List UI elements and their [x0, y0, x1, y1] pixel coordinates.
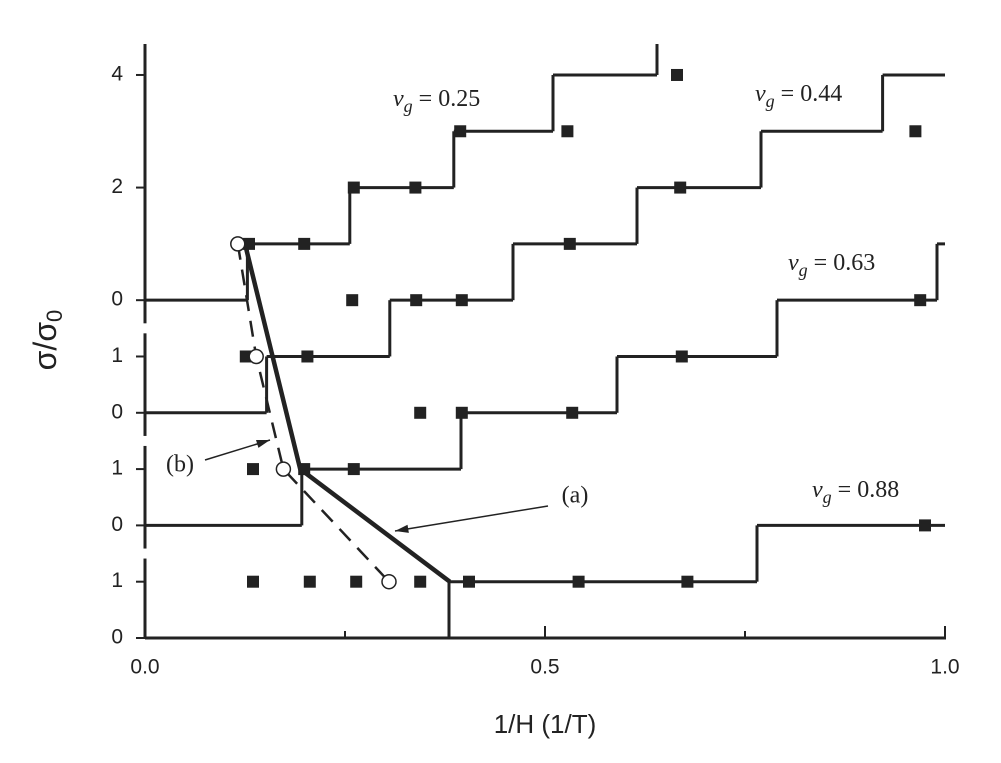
data-point	[566, 406, 579, 419]
data-point	[347, 463, 360, 476]
label-symbol: v	[812, 477, 823, 503]
label-subscript: g	[404, 96, 413, 116]
data-point	[301, 350, 314, 363]
label-relation: =	[781, 81, 795, 107]
label-symbol: v	[393, 86, 404, 112]
label-subscript: g	[823, 487, 832, 507]
curve	[242, 243, 452, 584]
series-label: vg = 0.63	[788, 250, 875, 281]
data-point	[414, 575, 427, 588]
data-point	[247, 463, 259, 476]
data-point	[455, 294, 468, 307]
arrow-head	[395, 524, 409, 533]
open-circle	[275, 461, 292, 477]
label-value: 0.44	[800, 81, 842, 107]
label-relation: =	[419, 86, 433, 112]
y-tick-label: 0	[111, 400, 123, 423]
open-circle	[248, 348, 264, 365]
data-point	[572, 575, 585, 588]
label-symbol: v	[755, 81, 766, 107]
data-point	[410, 294, 423, 307]
data-point	[409, 181, 422, 194]
label-value: 0.63	[833, 250, 875, 276]
data-point	[455, 406, 468, 419]
label-subscript: g	[799, 260, 808, 280]
data-point	[298, 237, 311, 250]
axis-break	[142, 323, 148, 334]
label-subscript: g	[766, 91, 775, 111]
data-point	[347, 181, 360, 194]
y-tick-label: 1	[111, 569, 123, 592]
curve-label: (a)	[562, 483, 589, 509]
y-tick-label: 4	[111, 63, 123, 86]
x-tick-label: 1.0	[930, 656, 959, 679]
data-point	[909, 125, 922, 138]
data-point	[463, 575, 475, 588]
data-point	[247, 575, 259, 588]
y-label-sub: 0	[42, 310, 67, 322]
data-point	[563, 237, 576, 250]
data-point	[303, 575, 316, 588]
x-tick-label: 0.5	[530, 656, 559, 679]
axis-break	[142, 548, 148, 559]
data-point	[561, 125, 574, 138]
data-point	[914, 294, 927, 307]
arrow-head	[256, 439, 270, 448]
series-label: vg = 0.88	[812, 477, 899, 508]
open-circle	[381, 573, 397, 590]
data-point	[681, 575, 694, 588]
curve	[236, 243, 390, 583]
open-circle	[230, 236, 246, 252]
data-point	[454, 125, 467, 138]
data-point	[919, 519, 931, 532]
label-relation: =	[814, 250, 828, 276]
data-point	[675, 350, 688, 363]
label-relation: =	[838, 477, 852, 503]
data-point	[346, 294, 359, 307]
label-symbol: v	[788, 250, 799, 276]
y-tick-label: 1	[111, 344, 123, 367]
y-tick-label: 0	[111, 626, 123, 649]
label-value: 0.88	[857, 477, 899, 503]
plot-area	[145, 44, 945, 640]
data-point	[414, 406, 427, 419]
x-tick-label: 0.0	[130, 656, 159, 679]
y-label-main: σ/σ	[27, 322, 63, 371]
data-point	[674, 181, 687, 194]
y-tick-label: 2	[111, 175, 123, 198]
y-tick-label: 0	[111, 513, 123, 536]
data-point	[350, 575, 363, 588]
series-label: vg = 0.44	[755, 81, 842, 112]
label-value: 0.25	[438, 86, 480, 112]
data-point	[239, 350, 252, 363]
annotation-arrow	[394, 505, 549, 532]
x-axis-label: 1/H (1/T)	[494, 709, 597, 739]
axis-break	[142, 435, 148, 446]
data-point	[671, 68, 683, 81]
y-tick-label: 0	[111, 288, 123, 311]
y-axis-label: σ/σ0	[27, 310, 66, 371]
series-label: vg = 0.25	[393, 86, 480, 117]
y-tick-label: 1	[111, 457, 123, 480]
curve-label: (b)	[166, 452, 194, 478]
